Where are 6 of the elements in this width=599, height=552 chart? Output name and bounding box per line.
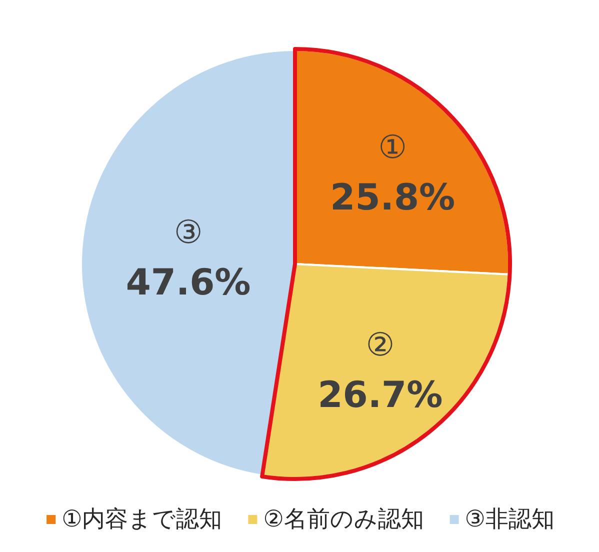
data-label: ② 26.7% — [318, 325, 443, 416]
legend-label: ③非認知 — [464, 506, 554, 532]
data-label: ① 25.8% — [330, 128, 456, 219]
data-label: ③ 47.6% — [126, 212, 251, 304]
legend-label: ①内容まで認知 — [62, 506, 222, 532]
legend-label: ②名前のみ認知 — [263, 506, 424, 532]
